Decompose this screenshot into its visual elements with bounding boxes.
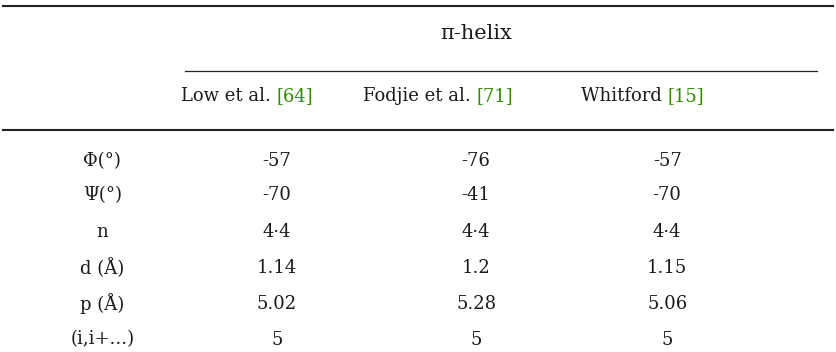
- Text: 5: 5: [661, 331, 673, 348]
- Text: p (Å): p (Å): [80, 293, 125, 314]
- Text: 5.06: 5.06: [647, 295, 687, 313]
- Text: -57: -57: [653, 152, 681, 170]
- Text: 4·4: 4·4: [461, 224, 491, 241]
- Text: -57: -57: [263, 152, 291, 170]
- Text: -41: -41: [461, 186, 491, 204]
- Text: [64]: [64]: [277, 87, 314, 105]
- Text: [71]: [71]: [477, 87, 512, 105]
- Text: [15]: [15]: [667, 87, 704, 105]
- Text: 1.15: 1.15: [647, 259, 687, 277]
- Text: Low et al.: Low et al.: [181, 87, 277, 105]
- Text: 4·4: 4·4: [263, 224, 291, 241]
- Text: 1.2: 1.2: [461, 259, 491, 277]
- Text: Fodjie et al.: Fodjie et al.: [363, 87, 477, 105]
- Text: 1.14: 1.14: [257, 259, 297, 277]
- Text: 5: 5: [271, 331, 283, 348]
- Text: Whitford: Whitford: [580, 87, 667, 105]
- Text: Ψ(°): Ψ(°): [83, 186, 122, 204]
- Text: -70: -70: [263, 186, 291, 204]
- Text: -76: -76: [461, 152, 491, 170]
- Text: 5: 5: [471, 331, 482, 348]
- Text: -70: -70: [653, 186, 681, 204]
- Text: n: n: [96, 224, 109, 241]
- Text: 4·4: 4·4: [653, 224, 681, 241]
- Text: 5.02: 5.02: [257, 295, 297, 313]
- Text: π-helix: π-helix: [441, 24, 512, 43]
- Text: d (Å): d (Å): [80, 258, 125, 278]
- Text: Φ(°): Φ(°): [84, 152, 121, 170]
- Text: (i,i+...): (i,i+...): [70, 331, 135, 348]
- Text: 5.28: 5.28: [456, 295, 497, 313]
